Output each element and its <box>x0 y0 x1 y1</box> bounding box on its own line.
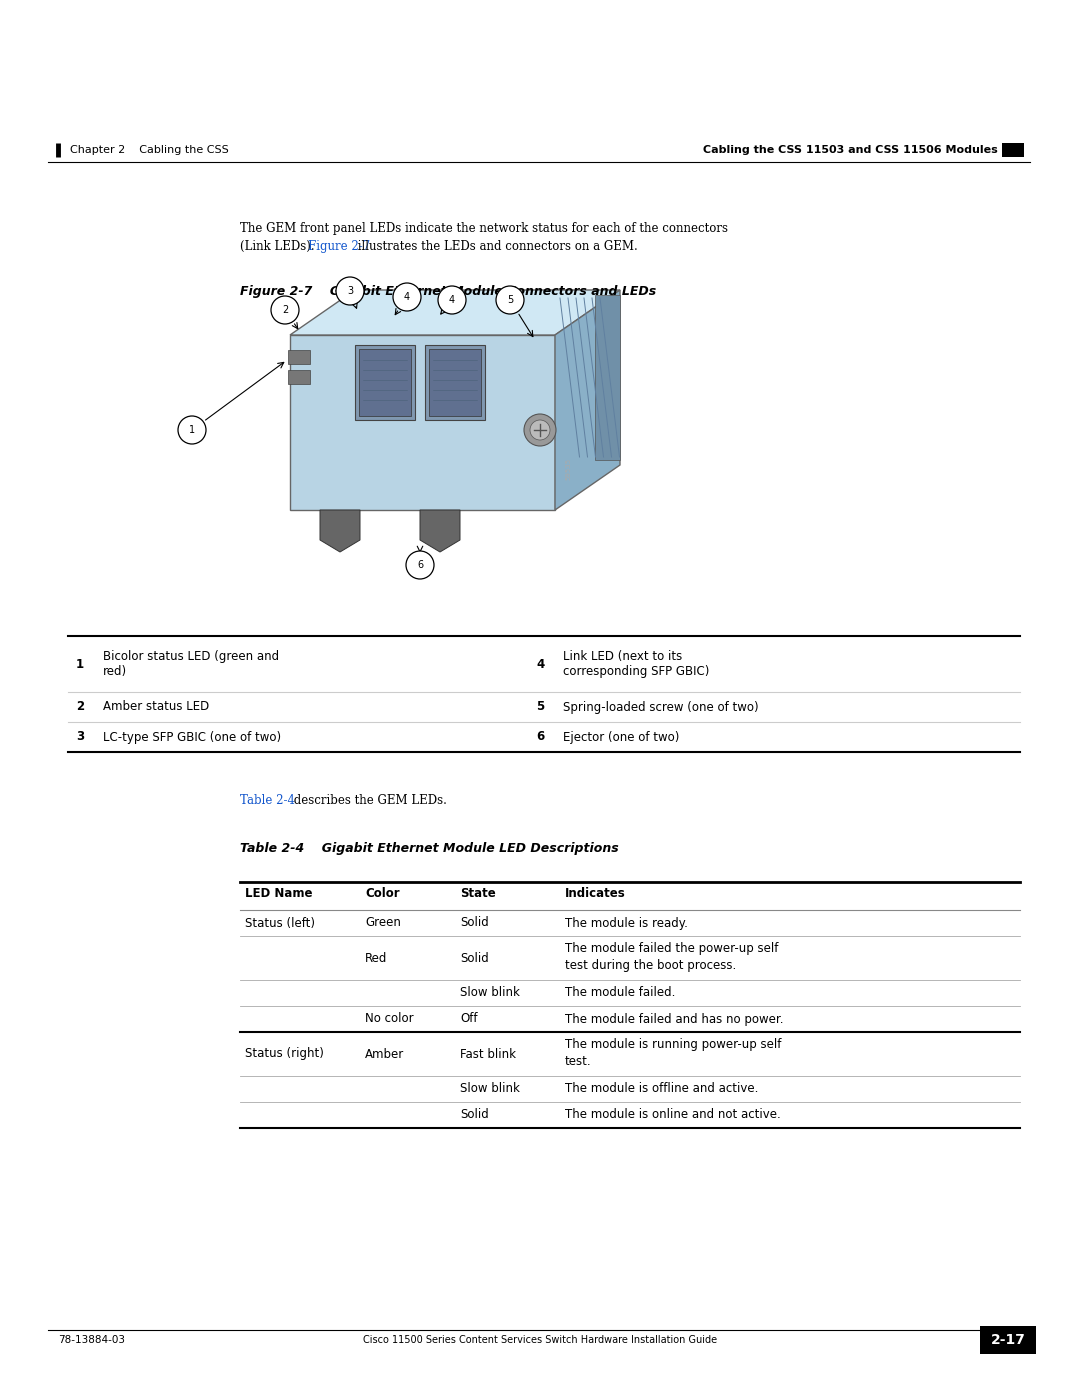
Circle shape <box>524 414 556 446</box>
Text: Bicolor status LED (green and: Bicolor status LED (green and <box>103 650 279 664</box>
Text: Slow blink: Slow blink <box>460 986 519 999</box>
Text: The GEM front panel LEDs indicate the network status for each of the connectors: The GEM front panel LEDs indicate the ne… <box>240 222 728 235</box>
Text: The module is running power-up self: The module is running power-up self <box>565 1038 781 1051</box>
Polygon shape <box>359 349 411 416</box>
Text: The module is offline and active.: The module is offline and active. <box>565 1083 758 1095</box>
Text: The module is ready.: The module is ready. <box>565 916 688 929</box>
Text: 2: 2 <box>282 305 288 314</box>
Text: 4: 4 <box>404 292 410 302</box>
Text: 6: 6 <box>417 560 423 570</box>
Text: Fast blink: Fast blink <box>460 1048 516 1060</box>
Bar <box>288 370 310 384</box>
Polygon shape <box>555 291 620 510</box>
Text: Cabling the CSS 11503 and CSS 11506 Modules: Cabling the CSS 11503 and CSS 11506 Modu… <box>703 145 998 155</box>
Text: Cisco 11500 Series Content Services Switch Hardware Installation Guide: Cisco 11500 Series Content Services Swit… <box>363 1336 717 1345</box>
Text: Red: Red <box>365 951 388 964</box>
Text: The module failed.: The module failed. <box>565 986 675 999</box>
Polygon shape <box>595 295 620 460</box>
Text: Amber: Amber <box>365 1048 404 1060</box>
Circle shape <box>406 550 434 578</box>
Text: Status (right): Status (right) <box>245 1048 324 1060</box>
Circle shape <box>530 420 550 440</box>
Text: 2: 2 <box>76 700 84 714</box>
Text: Ejector (one of two): Ejector (one of two) <box>563 731 679 743</box>
Circle shape <box>271 296 299 324</box>
Text: 5: 5 <box>536 700 544 714</box>
Polygon shape <box>320 510 360 552</box>
Text: State: State <box>460 887 496 900</box>
Text: Figure 2-7    Gigabit Ethernet Module Connectors and LEDs: Figure 2-7 Gigabit Ethernet Module Conne… <box>240 285 657 298</box>
Text: 4: 4 <box>449 295 455 305</box>
Text: Green: Green <box>365 916 401 929</box>
Text: LED Name: LED Name <box>245 887 312 900</box>
Text: Off: Off <box>460 1013 477 1025</box>
Text: corresponding SFP GBIC): corresponding SFP GBIC) <box>563 665 710 678</box>
Text: 4: 4 <box>536 658 544 671</box>
Text: Slow blink: Slow blink <box>460 1083 519 1095</box>
Text: Spring-loaded screw (one of two): Spring-loaded screw (one of two) <box>563 700 758 714</box>
Text: 1: 1 <box>76 658 84 671</box>
Text: 5: 5 <box>507 295 513 305</box>
Text: 59535: 59535 <box>565 458 571 481</box>
Polygon shape <box>429 349 481 416</box>
Circle shape <box>496 286 524 314</box>
Circle shape <box>438 286 465 314</box>
Text: No color: No color <box>365 1013 414 1025</box>
Text: LC-type SFP GBIC (one of two): LC-type SFP GBIC (one of two) <box>103 731 281 743</box>
Text: Figure 2-7: Figure 2-7 <box>308 240 370 253</box>
Text: The module is online and not active.: The module is online and not active. <box>565 1108 781 1122</box>
Text: Color: Color <box>365 887 400 900</box>
Text: The module failed and has no power.: The module failed and has no power. <box>565 1013 783 1025</box>
Text: The module failed the power-up self: The module failed the power-up self <box>565 942 779 956</box>
Text: Indicates: Indicates <box>565 887 625 900</box>
Text: red): red) <box>103 665 127 678</box>
Text: 78-13884-03: 78-13884-03 <box>58 1336 125 1345</box>
Polygon shape <box>291 291 620 335</box>
Text: Link LED (next to its: Link LED (next to its <box>563 650 683 664</box>
Circle shape <box>336 277 364 305</box>
Text: Chapter 2    Cabling the CSS: Chapter 2 Cabling the CSS <box>70 145 229 155</box>
Bar <box>288 351 310 365</box>
Text: 3: 3 <box>76 731 84 743</box>
Bar <box>1002 142 1024 156</box>
Text: (Link LEDs).: (Link LEDs). <box>240 240 319 253</box>
Text: Amber status LED: Amber status LED <box>103 700 210 714</box>
Text: Solid: Solid <box>460 916 489 929</box>
Text: test during the boot process.: test during the boot process. <box>565 958 737 972</box>
FancyBboxPatch shape <box>980 1326 1036 1354</box>
Text: Status (left): Status (left) <box>245 916 315 929</box>
Text: 2-17: 2-17 <box>990 1333 1025 1347</box>
Polygon shape <box>426 345 485 420</box>
Text: Solid: Solid <box>460 951 489 964</box>
Polygon shape <box>420 510 460 552</box>
Polygon shape <box>355 345 415 420</box>
Text: Table 2-4    Gigabit Ethernet Module LED Descriptions: Table 2-4 Gigabit Ethernet Module LED De… <box>240 842 619 855</box>
Polygon shape <box>291 335 555 510</box>
Text: Solid: Solid <box>460 1108 489 1122</box>
Text: illustrates the LEDs and connectors on a GEM.: illustrates the LEDs and connectors on a… <box>354 240 638 253</box>
Text: test.: test. <box>565 1055 592 1067</box>
Circle shape <box>178 416 206 444</box>
Circle shape <box>393 284 421 312</box>
Text: 1: 1 <box>189 425 195 434</box>
Text: 6: 6 <box>536 731 544 743</box>
Text: Table 2-4: Table 2-4 <box>240 793 295 807</box>
Text: 3: 3 <box>347 286 353 296</box>
Text: describes the GEM LEDs.: describes the GEM LEDs. <box>291 793 447 807</box>
